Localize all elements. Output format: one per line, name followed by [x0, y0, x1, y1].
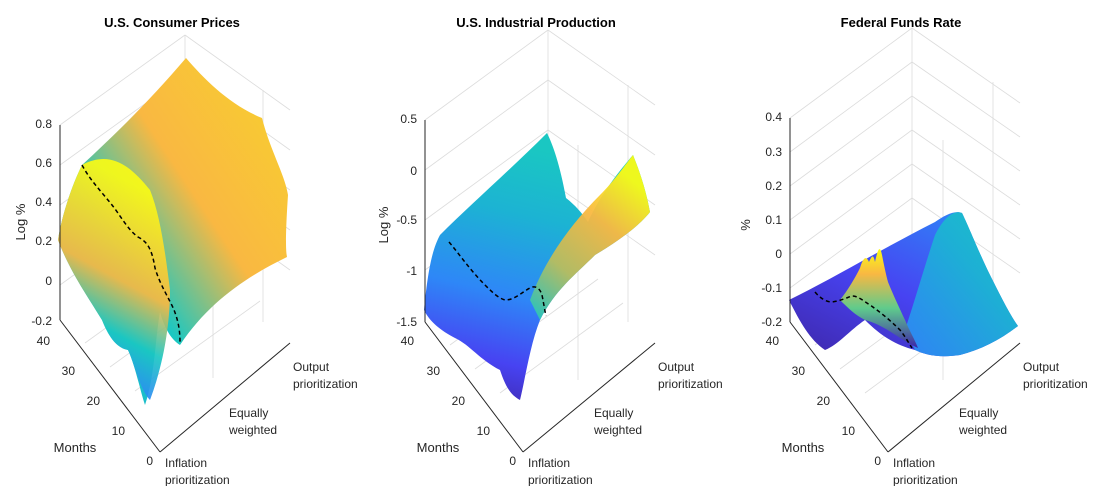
panel-1-z-tick: -0.2 [31, 314, 52, 328]
panel-2-surface-back [424, 133, 650, 400]
panel-1-months-tick: 10 [112, 424, 126, 438]
panel-1-z-tick: 0.2 [35, 234, 52, 248]
panel-2-axes [424, 120, 656, 453]
panel-3-surface-peak [840, 249, 918, 348]
panel-3-months-tick: 10 [842, 424, 856, 438]
panel-2-months-tick: 20 [452, 394, 466, 408]
panel-1-weight-tick: Inflation prioritization [165, 456, 230, 486]
panel-1-weight-tick: Equally weighted [228, 406, 277, 437]
panel-3-weight-tick: Inflation prioritization [893, 456, 958, 486]
panel-2-weight-tick: Inflation prioritization [528, 456, 593, 486]
panel-2-z-tick: -1 [406, 264, 417, 278]
panel-3-z-tick: 0.1 [765, 213, 782, 227]
panel-3-months-label: Months [782, 440, 825, 455]
panel-1-axes [59, 125, 291, 453]
panel-2-title: U.S. Industrial Production [456, 15, 616, 30]
panel-2-months-tick: 30 [427, 364, 441, 378]
panel-3-months-tick: 0 [874, 454, 881, 468]
panel-1-z-label: Log % [13, 203, 28, 240]
panel-2-z-tick: 0 [410, 164, 417, 178]
panel-3-z-tick: 0.4 [765, 110, 782, 124]
panel-1-title: U.S. Consumer Prices [104, 15, 240, 30]
panel-1-dashed-path [81, 164, 181, 343]
panel-consumer-prices: U.S. Consumer Prices 0.8 0.6 0.4 0.2 0 -… [13, 15, 358, 486]
panel-2-weight-tick: Output prioritization [658, 360, 723, 391]
panel-1-months-tick: 0 [146, 454, 153, 468]
panel-1-months-tick: 30 [62, 364, 76, 378]
panel-2-z-tick: -1.5 [396, 315, 417, 329]
panel-1-z-tick: 0.4 [35, 195, 52, 209]
panel-3-z-tick: -0.2 [761, 315, 782, 329]
panel-1-surface-front [58, 159, 170, 400]
panel-3-surface-right [905, 212, 1018, 357]
panel-1-months-label: Months [54, 440, 97, 455]
panel-3-months-tick: 40 [766, 334, 780, 348]
panel-3-months-tick: 20 [817, 394, 831, 408]
panel-2-months-label: Months [417, 440, 460, 455]
panel-1-weight-tick: Output prioritization [293, 360, 358, 391]
panel-2-z-tick: -0.5 [396, 213, 417, 227]
panel-1-z-tick: 0 [45, 274, 52, 288]
panel-3-z-tick: -0.1 [761, 281, 782, 295]
panel-1-months-tick: 20 [87, 394, 101, 408]
panel-2-weight-tick: Equally weighted [593, 406, 642, 437]
panel-3-dashed-path [814, 291, 913, 349]
panel-2-dashed-path [448, 241, 547, 317]
panel-2-z-label: Log % [376, 206, 391, 243]
panel-2-surface-front [530, 155, 650, 320]
panel-1-months-tick: 40 [37, 334, 51, 348]
panel-3-z-tick: 0.2 [765, 179, 782, 193]
panel-3-weight-tick: Output prioritization [1023, 360, 1088, 391]
panel-2-months-tick: 10 [477, 424, 491, 438]
panel-1-z-tick: 0.8 [35, 117, 52, 131]
panel-3-weight-tick: Equally weighted [958, 406, 1007, 437]
panel-industrial-production: U.S. Industrial Production 0.5 0 -0.5 -1… [376, 15, 723, 486]
panel-2-months-tick: 0 [509, 454, 516, 468]
panel-2-months-tick: 40 [401, 334, 415, 348]
panel-3-z-label: % [738, 219, 753, 231]
panel-federal-funds-rate: Federal Funds Rate 0.4 0.3 0.2 0.1 0 -0.… [738, 15, 1088, 486]
panel-2-z-tick: 0.5 [400, 112, 417, 126]
panel-3-z-tick: 0 [775, 247, 782, 261]
panel-3-axes [789, 118, 1021, 453]
panel-3-z-tick: 0.3 [765, 145, 782, 159]
panel-3-title: Federal Funds Rate [841, 15, 962, 30]
panel-3-months-tick: 30 [792, 364, 806, 378]
panel-1-z-tick: 0.6 [35, 156, 52, 170]
